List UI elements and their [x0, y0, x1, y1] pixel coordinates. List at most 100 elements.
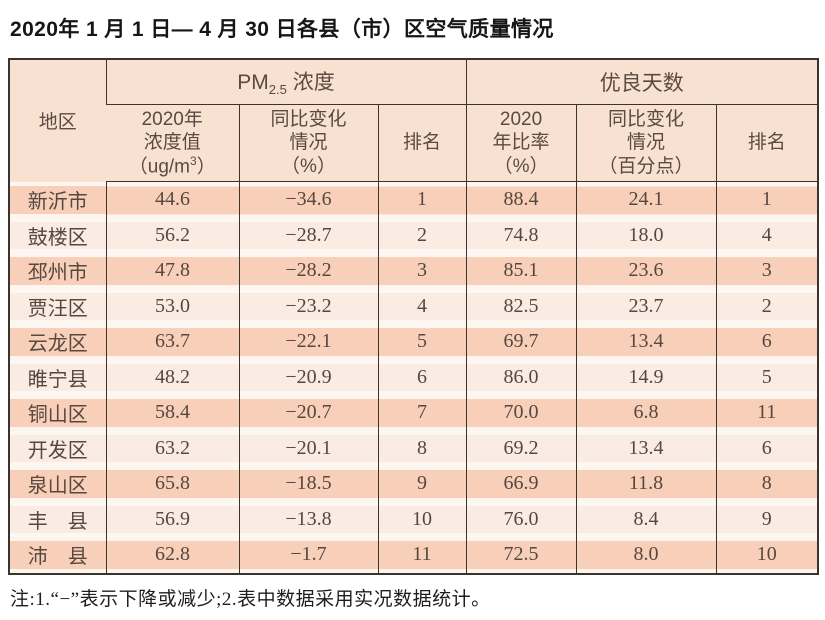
cell-pm-rank: 6 — [377, 359, 467, 395]
group-header-row: 地区 PM2.5 浓度 优良天数 — [9, 59, 819, 182]
cell-good-rank: 3 — [715, 253, 819, 289]
cell-pm-rank: 1 — [377, 181, 467, 218]
cell-region: 邳州市 — [9, 253, 106, 289]
cell-good-change: 8.4 — [575, 501, 717, 537]
col-header-pm-change: 同比变化 情况 （%） — [238, 104, 378, 182]
cell-region: 鼓楼区 — [9, 217, 106, 253]
footnote: 注:1.“−”表示下降或减少;2.表中数据采用实况数据统计。 — [10, 588, 491, 610]
cell-pm-change: −20.1 — [238, 430, 378, 466]
good-ratio-unit: （%） — [493, 155, 549, 177]
cell-good-ratio: 66.9 — [465, 466, 577, 502]
cell-pm-value: 58.4 — [105, 395, 239, 431]
cell-good-ratio: 70.0 — [465, 395, 577, 431]
cell-region: 开发区 — [9, 430, 106, 466]
cell-pm-value: 44.6 — [105, 181, 239, 218]
col-header-good-change: 同比变化 情况 （百分点） — [575, 104, 717, 182]
good-change-line2: 情况 — [627, 132, 666, 154]
cell-good-rank: 2 — [715, 288, 819, 324]
cell-pm-change: −20.7 — [238, 395, 378, 431]
table-row: 贾汪区 53.0 −23.2 4 82.5 23.7 2 — [9, 288, 819, 324]
cell-pm-change: −28.2 — [238, 253, 378, 289]
col-header-pm-value: 2020年 浓度值 （ug/m3） — [106, 104, 239, 182]
good-ratio-line2: 年比率 — [492, 132, 550, 154]
pm-value-unit-sup: 3 — [190, 153, 197, 168]
cell-good-rank: 9 — [715, 501, 819, 537]
cell-region: 泉山区 — [9, 466, 106, 502]
cell-good-ratio: 88.4 — [465, 181, 577, 218]
cell-good-change: 24.1 — [575, 181, 717, 218]
cell-good-ratio: 74.8 — [465, 217, 577, 253]
cell-pm-rank: 5 — [377, 324, 467, 360]
group-header-good-days: 优良天数 — [465, 59, 819, 105]
cell-pm-value: 63.7 — [105, 324, 239, 360]
table-header: 地区 PM2.5 浓度 优良天数 2020年 浓度值 （ug/m3） 同比变化 … — [9, 59, 819, 182]
cell-good-change: 13.4 — [575, 324, 717, 360]
col-header-good-rank: 排名 — [715, 104, 819, 182]
cell-pm-change: −1.7 — [238, 537, 378, 574]
cell-pm-change: −13.8 — [238, 501, 378, 537]
table-row: 丰 县 56.9 −13.8 10 76.0 8.4 9 — [9, 501, 819, 537]
cell-region: 云龙区 — [9, 324, 106, 360]
cell-good-change: 13.4 — [575, 430, 717, 466]
pm-label: PM — [237, 71, 269, 95]
table-row: 新沂市 44.6 −34.6 1 88.4 24.1 1 — [9, 181, 819, 218]
pm-change-line1: 同比变化 — [270, 109, 347, 131]
cell-good-ratio: 76.0 — [465, 501, 577, 537]
col-header-good-ratio: 2020 年比率 （%） — [465, 104, 577, 182]
pm-subscript: 2.5 — [268, 82, 287, 98]
cell-good-ratio: 69.7 — [465, 324, 577, 360]
air-quality-table: 地区 PM2.5 浓度 优良天数 2020年 浓度值 （ug/m3） 同比变化 … — [8, 58, 820, 575]
cell-good-rank: 5 — [715, 359, 819, 395]
pm-value-unit-pre: （ug/m — [128, 156, 191, 178]
cell-region: 沛 县 — [9, 537, 106, 574]
cell-good-ratio: 72.5 — [465, 537, 577, 574]
cell-region: 贾汪区 — [9, 288, 106, 324]
good-change-line1: 同比变化 — [608, 109, 685, 131]
cell-pm-value: 53.0 — [105, 288, 239, 324]
cell-good-ratio: 82.5 — [465, 288, 577, 324]
table-row: 铜山区 58.4 −20.7 7 70.0 6.8 11 — [9, 395, 819, 431]
table-row: 沛 县 62.8 −1.7 11 72.5 8.0 10 — [9, 537, 819, 574]
cell-pm-value: 65.8 — [105, 466, 239, 502]
col-header-region: 地区 — [9, 59, 106, 182]
cell-good-rank: 8 — [715, 466, 819, 502]
pm-value-line1: 2020年 — [141, 108, 203, 130]
cell-pm-rank: 9 — [377, 466, 467, 502]
cell-pm-value: 48.2 — [105, 359, 239, 395]
table-body: 新沂市 44.6 −34.6 1 88.4 24.1 1 鼓楼区 56.2 −28.7 2 74.8 1… — [9, 181, 819, 574]
cell-region: 丰 县 — [9, 501, 106, 537]
cell-good-change: 6.8 — [575, 395, 717, 431]
cell-good-rank: 1 — [715, 181, 819, 218]
table-row: 睢宁县 48.2 −20.9 6 86.0 14.9 5 — [9, 359, 819, 395]
cell-pm-change: −20.9 — [238, 359, 378, 395]
table-row: 泉山区 65.8 −18.5 9 66.9 11.8 8 — [9, 466, 819, 502]
cell-pm-value: 56.9 — [105, 501, 239, 537]
pm-group-suffix: 浓度 — [286, 71, 335, 95]
cell-good-change: 8.0 — [575, 537, 717, 574]
cell-pm-rank: 3 — [377, 253, 467, 289]
cell-good-ratio: 86.0 — [465, 359, 577, 395]
cell-pm-value: 47.8 — [105, 253, 239, 289]
cell-pm-rank: 2 — [377, 217, 467, 253]
cell-pm-rank: 8 — [377, 430, 467, 466]
cell-good-rank: 6 — [715, 324, 819, 360]
cell-good-rank: 6 — [715, 430, 819, 466]
pm-value-unit: （ug/m3） — [106, 154, 239, 179]
cell-good-change: 23.7 — [575, 288, 717, 324]
cell-good-rank: 4 — [715, 217, 819, 253]
cell-pm-change: −18.5 — [238, 466, 378, 502]
cell-pm-value: 63.2 — [105, 430, 239, 466]
good-ratio-line1: 2020 — [499, 109, 543, 131]
cell-pm-change: −28.7 — [238, 217, 378, 253]
cell-good-change: 23.6 — [575, 253, 717, 289]
page-title: 2020年 1 月 1 日— 4 月 30 日各县（市）区空气质量情况 — [10, 18, 554, 41]
table-row: 邳州市 47.8 −28.2 3 85.1 23.6 3 — [9, 253, 819, 289]
pm-value-line2: 浓度值 — [143, 131, 201, 153]
cell-good-rank: 11 — [715, 395, 819, 431]
cell-region: 睢宁县 — [9, 359, 106, 395]
cell-pm-rank: 7 — [377, 395, 467, 431]
cell-good-change: 11.8 — [575, 466, 717, 502]
group-header-pm25: PM2.5 浓度 — [105, 59, 467, 105]
cell-good-change: 14.9 — [575, 359, 717, 395]
